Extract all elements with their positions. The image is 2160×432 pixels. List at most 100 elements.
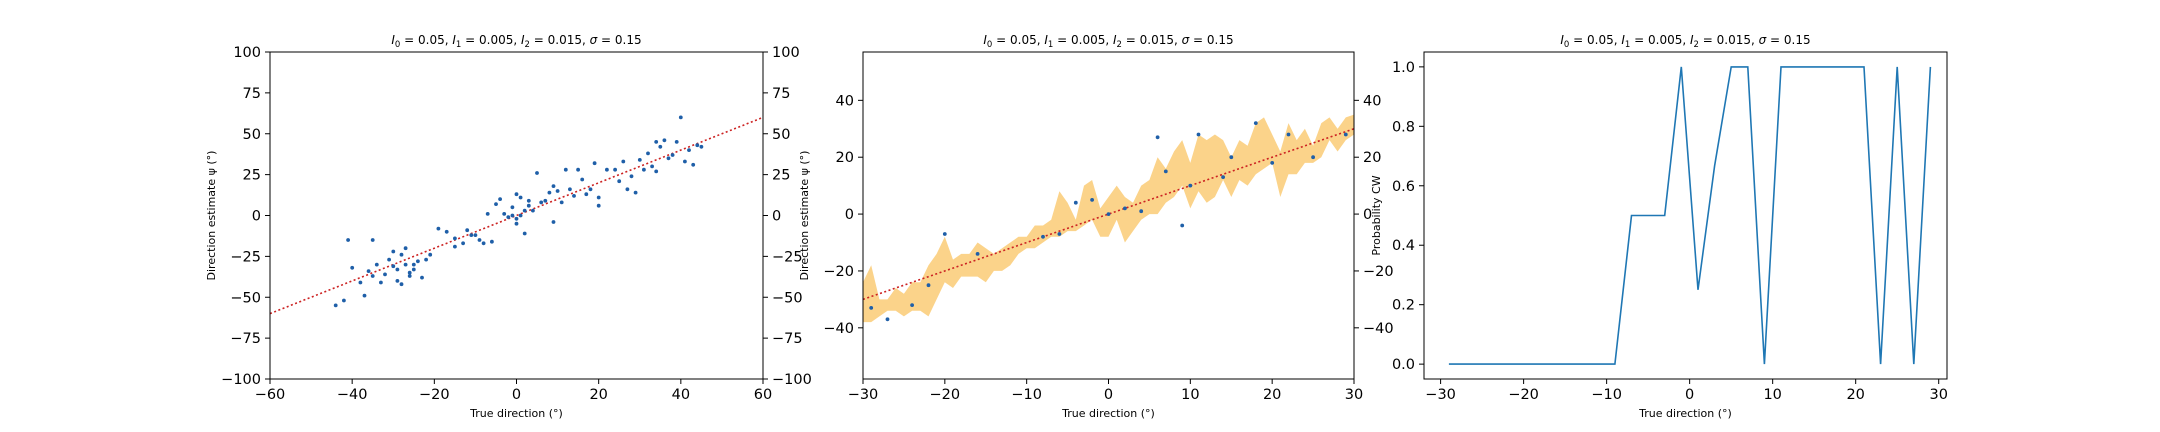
data-point — [637, 158, 642, 162]
data-point — [1057, 232, 1062, 236]
panel-title: I0 = 0.05, I1 = 0.005, I2 = 0.015, σ = 0… — [391, 33, 641, 50]
data-point — [436, 226, 441, 231]
panel-title: I0 = 0.05, I1 = 0.005, I2 = 0.015, σ = 0… — [1560, 33, 1810, 50]
data-point — [346, 238, 350, 242]
data-point — [481, 241, 486, 246]
y-tick-label: −50 — [230, 290, 261, 306]
data-point — [563, 167, 568, 172]
y-tick-label: 40 — [836, 93, 854, 109]
data-point — [407, 270, 412, 275]
data-point — [411, 267, 416, 272]
data-point — [650, 164, 654, 169]
plot-frame — [1423, 51, 1948, 380]
data-point — [592, 161, 597, 166]
y-tick-label: −20 — [823, 264, 854, 280]
data-point — [403, 246, 408, 251]
x-axis-title: True direction (°) — [1061, 407, 1155, 420]
data-point — [535, 171, 539, 175]
data-point — [391, 249, 396, 254]
data-point — [699, 144, 704, 149]
x-tick-label: −20 — [419, 387, 450, 403]
x-tick-label: 30 — [1929, 387, 1947, 403]
data-point — [407, 274, 412, 278]
x-tick-label: 0 — [1104, 387, 1113, 403]
data-point — [510, 205, 515, 210]
y-tick-label: 0.0 — [1392, 357, 1415, 373]
data-point — [666, 156, 671, 161]
y-tick-label: 0 — [252, 209, 261, 225]
data-point — [568, 187, 572, 192]
data-point — [1270, 161, 1275, 165]
y-tick-label: 20 — [836, 150, 854, 166]
y-tick-label: 50 — [243, 127, 261, 143]
y-tick-label: 25 — [243, 168, 261, 184]
data-point — [910, 303, 914, 307]
data-point — [395, 267, 400, 272]
data-point — [678, 115, 683, 120]
data-point — [642, 167, 646, 172]
data-point — [658, 144, 663, 149]
data-point — [1163, 169, 1168, 174]
right-y-tick-label: 40 — [1363, 93, 1381, 109]
x-tick-label: 20 — [1846, 387, 1864, 403]
x-tick-label: −30 — [848, 387, 879, 403]
x-axis-title: True direction (°) — [1638, 407, 1732, 420]
data-point — [333, 303, 338, 308]
data-point — [399, 282, 404, 287]
y-tick-label: 0.8 — [1392, 119, 1415, 135]
x-tick-label: 30 — [1345, 387, 1363, 403]
data-point — [416, 259, 420, 264]
data-point — [444, 229, 449, 234]
data-point — [605, 167, 609, 172]
x-tick-label: −20 — [930, 387, 961, 403]
confidence-band — [863, 114, 1354, 323]
x-tick-label: −20 — [1508, 387, 1539, 403]
y-tick-label: −75 — [230, 331, 261, 347]
data-point — [662, 138, 667, 143]
x-tick-label: 0 — [1685, 387, 1694, 403]
data-point — [1311, 155, 1315, 160]
data-point — [490, 239, 494, 244]
data-point — [1180, 223, 1185, 228]
right-y-tick-label: 25 — [772, 168, 790, 184]
data-point — [387, 257, 391, 262]
data-point — [670, 153, 675, 157]
data-point — [621, 159, 626, 164]
data-point — [473, 233, 478, 238]
data-point — [975, 252, 980, 256]
y-axis-title: Direction estimate ψ (°) — [205, 151, 218, 281]
data-point — [370, 274, 375, 278]
right-y-tick-label: −40 — [1363, 321, 1394, 337]
data-point — [366, 269, 371, 273]
data-point — [1253, 121, 1258, 125]
y-tick-label: −100 — [221, 372, 261, 388]
right-y-tick-label: −75 — [772, 331, 803, 347]
data-point — [465, 228, 470, 233]
data-point — [539, 200, 544, 205]
data-point — [358, 280, 363, 285]
data-point — [1090, 198, 1094, 202]
data-point — [506, 215, 511, 220]
data-point — [633, 190, 638, 195]
data-point — [514, 192, 519, 197]
probability-line — [1448, 66, 1932, 365]
data-point — [424, 257, 428, 262]
data-point — [469, 233, 474, 238]
data-point — [411, 262, 416, 267]
data-point — [531, 208, 535, 213]
data-point — [551, 220, 556, 224]
data-point — [403, 262, 408, 267]
data-point — [547, 190, 552, 195]
data-point — [1139, 209, 1144, 214]
x-tick-label: 40 — [672, 387, 690, 403]
data-point — [518, 195, 523, 200]
data-point — [629, 174, 634, 179]
data-point — [625, 187, 630, 192]
right-y-tick-label: −20 — [1363, 264, 1394, 280]
data-point — [1196, 132, 1201, 137]
x-tick-label: −10 — [1591, 387, 1622, 403]
data-point — [522, 231, 527, 236]
data-point — [687, 148, 691, 153]
data-point — [654, 169, 659, 174]
